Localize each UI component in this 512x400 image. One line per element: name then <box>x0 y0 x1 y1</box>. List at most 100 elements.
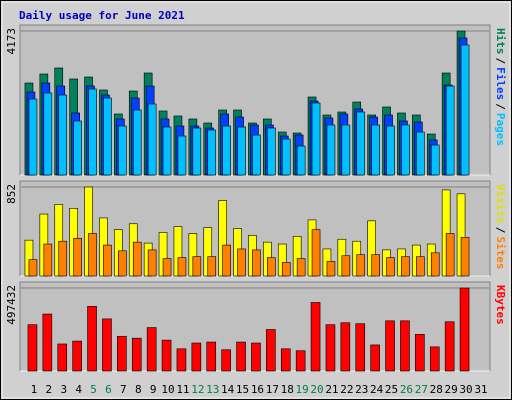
bar <box>371 124 380 176</box>
bar <box>57 343 68 372</box>
bar <box>445 85 455 176</box>
x-tick-label: 10 <box>161 383 174 396</box>
bar <box>371 254 380 277</box>
bar <box>296 145 306 176</box>
bar <box>147 249 157 277</box>
legend-entry: Sites <box>494 236 507 269</box>
x-tick-label: 12 <box>191 383 204 396</box>
x-tick-label: 3 <box>60 383 67 396</box>
x-tick-label: 17 <box>266 383 279 396</box>
x-tick-label: 6 <box>105 383 112 396</box>
legend-entry: Files <box>494 67 507 100</box>
bar <box>28 98 38 176</box>
x-tick-label: 7 <box>120 383 127 396</box>
legend-entry: Hits <box>494 28 507 55</box>
bar <box>341 124 351 176</box>
bar <box>87 306 97 372</box>
bar <box>281 138 291 176</box>
bar <box>356 254 366 277</box>
bar <box>131 337 142 372</box>
x-tick-label: 23 <box>355 383 368 396</box>
bar <box>370 344 380 372</box>
y-tick-label: 852 <box>5 184 18 204</box>
legend-entry: Pages <box>494 113 507 146</box>
bar <box>88 233 97 277</box>
bar <box>58 240 68 277</box>
bar <box>73 237 82 277</box>
bar <box>206 341 217 372</box>
bar <box>117 335 127 372</box>
bar <box>295 350 306 372</box>
bar <box>27 324 38 372</box>
x-tick-label: 30 <box>459 383 472 396</box>
x-tick-label: 31 <box>474 383 487 396</box>
bar <box>161 339 172 372</box>
bar <box>460 44 470 176</box>
bar <box>355 323 366 372</box>
bar <box>236 341 246 372</box>
bar <box>444 321 455 372</box>
y-tick-label: 497432 <box>5 285 18 325</box>
bar <box>58 94 68 176</box>
bar <box>311 229 321 277</box>
bar <box>222 125 231 176</box>
x-tick-label: 16 <box>251 383 264 396</box>
bar <box>118 125 127 176</box>
bar <box>386 125 395 176</box>
bar <box>43 243 53 277</box>
x-tick-label: 4 <box>75 383 82 396</box>
bar <box>237 126 246 176</box>
bar <box>28 259 38 277</box>
bar <box>251 342 261 372</box>
bar <box>401 124 410 176</box>
x-tick-label: 22 <box>340 383 353 396</box>
x-tick-label: 2 <box>46 383 53 396</box>
x-tick-label: 1 <box>31 383 38 396</box>
bar <box>118 250 127 277</box>
x-tick-label: 11 <box>176 383 189 396</box>
bar <box>146 327 157 372</box>
bar <box>222 244 231 277</box>
bar <box>281 262 291 277</box>
legend-entry: KBytes <box>494 285 507 325</box>
bar <box>430 252 440 277</box>
x-tick-label: 29 <box>445 383 458 396</box>
bar <box>192 256 202 277</box>
bar <box>207 256 217 277</box>
x-tick-label: 15 <box>236 383 249 396</box>
x-tick-label: 18 <box>281 383 294 396</box>
legend-entry: Visits <box>494 184 507 224</box>
x-tick-label: 13 <box>206 383 219 396</box>
bar <box>267 257 276 277</box>
bar <box>325 324 336 372</box>
x-tick-label: 25 <box>385 383 398 396</box>
x-tick-label: 8 <box>135 383 142 396</box>
bar <box>102 318 112 372</box>
bar <box>103 97 112 176</box>
bar <box>416 131 425 176</box>
chart-title: Daily usage for June 2021 <box>19 9 185 22</box>
bar <box>326 124 336 176</box>
x-tick-label: 9 <box>150 383 157 396</box>
bar <box>340 322 351 372</box>
bar <box>356 111 366 176</box>
legend-separator: / <box>494 227 507 234</box>
bar <box>326 261 336 277</box>
bar <box>147 103 157 176</box>
bar <box>43 92 53 176</box>
y-tick-label: 4173 <box>5 28 18 55</box>
bar <box>310 302 321 372</box>
x-tick-label: 19 <box>296 383 309 396</box>
bar <box>177 257 187 277</box>
bar <box>252 134 261 176</box>
legend-separator: / <box>494 58 507 65</box>
bar <box>311 102 321 176</box>
bar <box>73 120 82 176</box>
bar <box>296 258 306 277</box>
bar <box>341 255 351 277</box>
bar <box>445 233 455 277</box>
x-tick-label: 5 <box>90 383 97 396</box>
bar <box>176 348 187 372</box>
